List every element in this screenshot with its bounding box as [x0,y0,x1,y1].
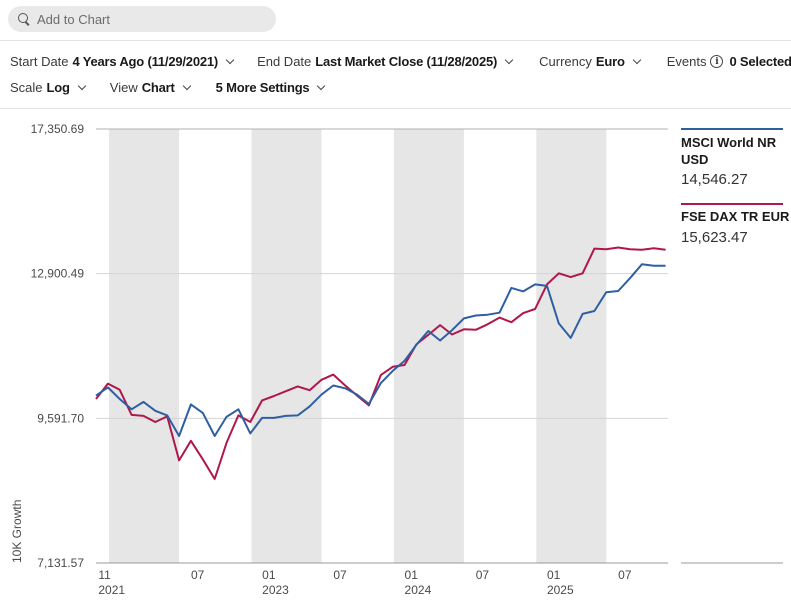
legend-msci-name-1: MSCI World NR [681,135,777,150]
x-tick-month: 07 [333,568,347,582]
legend-msci-name-2: USD [681,152,708,167]
info-icon[interactable]: i [710,55,724,68]
legend-msci-value: 14,546.27 [681,171,748,188]
currency-setting[interactable]: Currency Euro [539,54,641,69]
x-tick-month: 07 [618,568,632,582]
shaded-band-2 [393,129,464,563]
currency-label: Currency [539,54,592,69]
start-date-value: 4 Years Ago (11/29/2021) [72,54,219,69]
y-axis-ticks: 7,131.57 9,591.70 12,900.49 17,350.69 [31,122,85,570]
shaded-bands [109,129,607,563]
start-date-label: Start Date [10,54,69,69]
search-icon [18,12,31,26]
y-tick-label: 12,900.49 [31,267,85,281]
add-to-chart-input[interactable] [37,11,267,27]
x-tick-month: 07 [476,568,490,582]
end-date-setting[interactable]: End Date Last Market Close (11/28/2025) [257,54,514,69]
scale-label: Scale [10,80,43,95]
legend: MSCI World NR USD 14,546.27 FSE DAX TR E… [681,128,790,564]
end-date-label: End Date [257,54,312,69]
view-label: View [109,80,138,95]
legend-dax-name: FSE DAX TR EUR [681,209,790,224]
settings-divider [0,108,791,109]
y-axis-label: 10K Growth [10,500,24,563]
currency-value: Euro [595,54,625,69]
events-label: Events [666,54,707,69]
view-setting[interactable]: View Chart [109,80,191,95]
x-tick-month: 01 [405,568,419,582]
x-tick-month: 07 [191,568,205,582]
x-tick-month: 11 [98,568,111,582]
events-setting[interactable]: Events i 0 Selected [667,54,791,69]
x-tick-year: 2025 [547,583,574,597]
y-tick-label: 7,131.57 [37,556,84,570]
settings-row-2: Scale Log View Chart 5 More Settings [10,80,326,95]
series-line-msci-world [95,263,666,437]
shaded-band-3 [536,129,607,563]
series-line-fse-dax [95,246,666,480]
scale-value: Log [46,80,70,95]
end-date-value: Last Market Close (11/28/2025) [315,54,498,69]
more-settings-button[interactable]: 5 More Settings [215,80,326,95]
legend-dax-value: 15,623.47 [681,229,748,246]
gridlines [96,128,668,564]
series-lines [95,246,666,480]
events-value: 0 Selected [729,54,791,69]
y-tick-label: 17,350.69 [31,122,85,136]
x-tick-year: 2023 [262,583,289,597]
y-tick-label: 9,591.70 [37,411,84,425]
x-tick-month: 01 [547,568,561,582]
x-tick-year: 2024 [405,583,432,597]
top-divider [0,40,791,41]
more-settings-label: 5 More Settings [215,80,310,95]
x-tick-month: 01 [262,568,276,582]
x-tick-year: 2021 [98,583,125,597]
shaded-band-1 [251,129,322,563]
shaded-band-0 [109,129,180,563]
settings-row-1: Start Date 4 Years Ago (11/29/2021) End … [10,54,791,69]
start-date-setting[interactable]: Start Date 4 Years Ago (11/29/2021) [10,54,235,69]
add-to-chart-search[interactable] [8,6,276,32]
scale-setting[interactable]: Scale Log [10,80,87,95]
view-value: Chart [141,80,175,95]
